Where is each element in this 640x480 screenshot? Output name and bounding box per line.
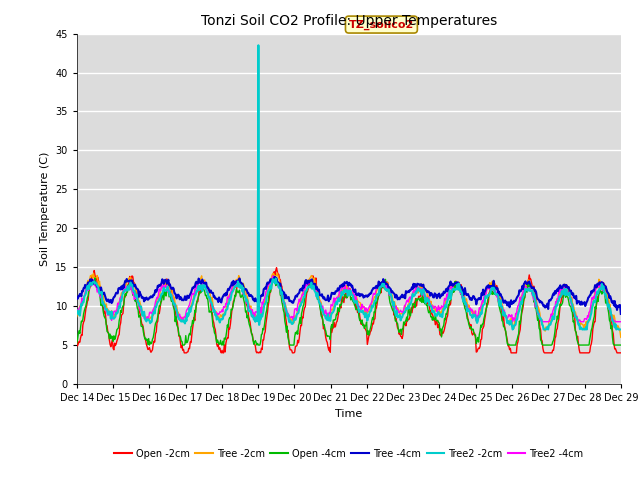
- X-axis label: Time: Time: [335, 408, 362, 419]
- Y-axis label: Soil Temperature (C): Soil Temperature (C): [40, 152, 50, 266]
- Title: Tonzi Soil CO2 Profile: Upper Temperatures: Tonzi Soil CO2 Profile: Upper Temperatur…: [201, 14, 497, 28]
- Legend: Open -2cm, Tree -2cm, Open -4cm, Tree -4cm, Tree2 -2cm, Tree2 -4cm: Open -2cm, Tree -2cm, Open -4cm, Tree -4…: [110, 445, 588, 463]
- Text: TZ_soilco2: TZ_soilco2: [349, 20, 414, 30]
